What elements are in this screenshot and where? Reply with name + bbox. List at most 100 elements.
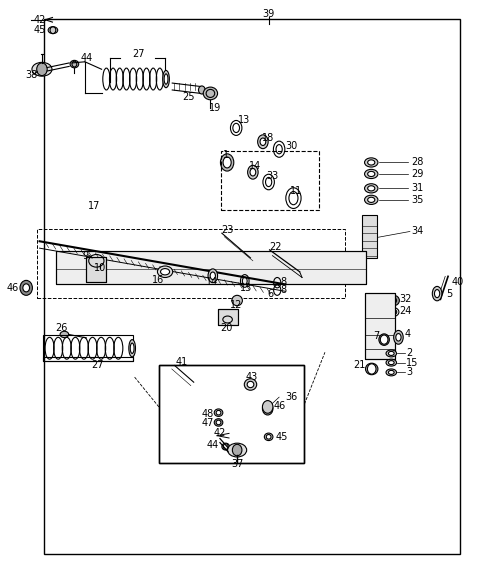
Text: 26: 26 <box>55 323 67 332</box>
Text: 48: 48 <box>202 409 214 420</box>
Bar <box>37 229 345 298</box>
Ellipse shape <box>232 295 242 306</box>
Ellipse shape <box>386 369 396 376</box>
Bar <box>159 365 304 463</box>
Text: 28: 28 <box>411 157 423 168</box>
Text: 46: 46 <box>6 283 19 293</box>
Text: 45: 45 <box>276 432 288 442</box>
Ellipse shape <box>388 295 399 306</box>
Text: 19: 19 <box>209 103 221 113</box>
Ellipse shape <box>220 154 234 171</box>
Ellipse shape <box>388 361 394 365</box>
Text: 5: 5 <box>446 288 453 299</box>
Text: 47: 47 <box>202 418 214 428</box>
Circle shape <box>263 402 273 415</box>
Circle shape <box>20 280 33 295</box>
Bar <box>159 365 304 463</box>
Text: 33: 33 <box>266 171 278 181</box>
Text: 34: 34 <box>411 227 423 236</box>
Text: 44: 44 <box>80 53 93 63</box>
Text: 29: 29 <box>411 169 423 179</box>
Ellipse shape <box>48 27 58 34</box>
Bar <box>56 251 366 284</box>
Ellipse shape <box>250 169 256 176</box>
Bar <box>56 251 366 284</box>
Circle shape <box>263 401 273 413</box>
Text: 31: 31 <box>411 183 423 193</box>
Bar <box>365 293 395 359</box>
Text: 43: 43 <box>245 372 258 382</box>
Text: 22: 22 <box>269 242 282 252</box>
Ellipse shape <box>368 197 375 202</box>
Text: 7: 7 <box>373 331 380 341</box>
Text: 44: 44 <box>206 440 218 450</box>
Text: 16: 16 <box>152 275 164 285</box>
Text: 13: 13 <box>240 283 252 293</box>
Text: 39: 39 <box>263 9 275 19</box>
Text: 3: 3 <box>406 368 412 377</box>
Ellipse shape <box>260 138 266 146</box>
Ellipse shape <box>244 379 257 390</box>
Text: 38: 38 <box>25 70 37 80</box>
Text: 9: 9 <box>83 251 89 261</box>
Ellipse shape <box>130 343 134 353</box>
Bar <box>362 215 377 258</box>
Circle shape <box>232 444 242 456</box>
Ellipse shape <box>223 157 231 168</box>
Text: 17: 17 <box>88 201 101 211</box>
Text: 4: 4 <box>404 329 410 339</box>
Ellipse shape <box>364 158 378 167</box>
Text: 11: 11 <box>290 186 302 195</box>
Text: 42: 42 <box>34 15 46 25</box>
Text: 27: 27 <box>132 49 144 60</box>
Circle shape <box>23 284 30 292</box>
Ellipse shape <box>432 287 442 301</box>
Text: 45: 45 <box>34 25 46 35</box>
Text: 41: 41 <box>175 357 187 367</box>
Ellipse shape <box>264 433 273 440</box>
Text: 21: 21 <box>353 360 365 370</box>
Ellipse shape <box>266 435 271 439</box>
Text: 23: 23 <box>221 225 234 235</box>
Bar <box>43 357 133 361</box>
Ellipse shape <box>216 410 221 415</box>
Ellipse shape <box>394 331 403 344</box>
Ellipse shape <box>210 272 216 280</box>
Ellipse shape <box>368 160 375 165</box>
Ellipse shape <box>216 420 221 425</box>
Ellipse shape <box>388 370 394 375</box>
Text: 13: 13 <box>238 116 250 125</box>
Ellipse shape <box>228 443 247 457</box>
Ellipse shape <box>364 184 378 193</box>
Ellipse shape <box>434 290 440 298</box>
Text: 2: 2 <box>406 349 412 358</box>
Ellipse shape <box>203 87 217 100</box>
Text: 10: 10 <box>94 263 106 273</box>
Ellipse shape <box>199 86 205 94</box>
Ellipse shape <box>364 169 378 179</box>
Ellipse shape <box>32 62 52 76</box>
Ellipse shape <box>364 195 378 205</box>
Ellipse shape <box>248 165 258 179</box>
Text: 37: 37 <box>231 459 243 469</box>
Ellipse shape <box>214 418 223 426</box>
Circle shape <box>265 406 270 412</box>
Bar <box>221 151 319 210</box>
Bar <box>217 309 238 325</box>
Text: 36: 36 <box>285 392 297 402</box>
Text: 8: 8 <box>281 276 287 287</box>
Bar <box>86 257 107 282</box>
Ellipse shape <box>164 74 168 84</box>
Ellipse shape <box>386 350 396 357</box>
Ellipse shape <box>365 363 378 375</box>
Ellipse shape <box>368 186 375 191</box>
Ellipse shape <box>391 298 396 303</box>
Circle shape <box>223 444 228 450</box>
Ellipse shape <box>258 135 268 149</box>
Text: 32: 32 <box>399 294 412 305</box>
Bar <box>44 18 459 554</box>
Text: 40: 40 <box>452 277 464 287</box>
Text: 42: 42 <box>214 428 226 438</box>
Ellipse shape <box>163 71 169 88</box>
Circle shape <box>367 364 376 374</box>
